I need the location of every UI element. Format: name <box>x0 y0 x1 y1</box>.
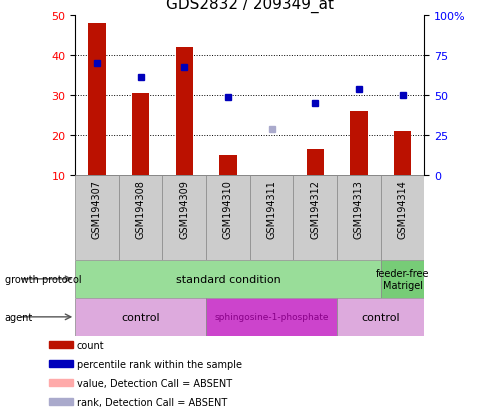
Bar <box>249 176 293 260</box>
Bar <box>336 298 424 336</box>
Text: GSM194314: GSM194314 <box>397 180 407 238</box>
Text: rank, Detection Call = ABSENT: rank, Detection Call = ABSENT <box>76 396 227 406</box>
Bar <box>293 176 336 260</box>
Bar <box>380 176 424 260</box>
Text: standard condition: standard condition <box>175 274 280 284</box>
Text: control: control <box>121 312 160 322</box>
Bar <box>132 94 149 176</box>
Bar <box>75 260 380 298</box>
Text: feeder-free
Matrigel: feeder-free Matrigel <box>375 268 428 290</box>
Text: value, Detection Call = ABSENT: value, Detection Call = ABSENT <box>76 377 231 388</box>
Bar <box>75 176 119 260</box>
Text: count: count <box>76 340 104 350</box>
Bar <box>306 150 323 176</box>
Text: growth protocol: growth protocol <box>5 274 81 284</box>
Text: GSM194309: GSM194309 <box>179 180 189 238</box>
Bar <box>336 176 380 260</box>
Bar <box>48 361 73 367</box>
Text: control: control <box>361 312 399 322</box>
Text: GSM194308: GSM194308 <box>136 180 145 238</box>
Text: GSM194310: GSM194310 <box>223 180 232 238</box>
Bar <box>219 155 236 176</box>
Text: GSM194307: GSM194307 <box>92 180 102 239</box>
Bar <box>48 342 73 348</box>
Text: GSM194313: GSM194313 <box>353 180 363 238</box>
Bar <box>48 380 73 386</box>
Bar <box>206 176 249 260</box>
Bar <box>48 398 73 405</box>
Bar <box>88 24 106 176</box>
Text: percentile rank within the sample: percentile rank within the sample <box>76 359 242 369</box>
Bar <box>75 298 206 336</box>
Text: sphingosine-1-phosphate: sphingosine-1-phosphate <box>214 313 328 322</box>
Text: GSM194312: GSM194312 <box>310 180 319 239</box>
Text: GSM194311: GSM194311 <box>266 180 276 238</box>
Bar <box>162 176 206 260</box>
Title: GDS2832 / 209349_at: GDS2832 / 209349_at <box>166 0 333 13</box>
Bar <box>393 132 410 176</box>
Bar <box>206 298 336 336</box>
Bar <box>119 176 162 260</box>
Text: agent: agent <box>5 312 33 322</box>
Bar <box>349 112 367 176</box>
Bar <box>175 48 193 176</box>
Bar <box>380 260 424 298</box>
